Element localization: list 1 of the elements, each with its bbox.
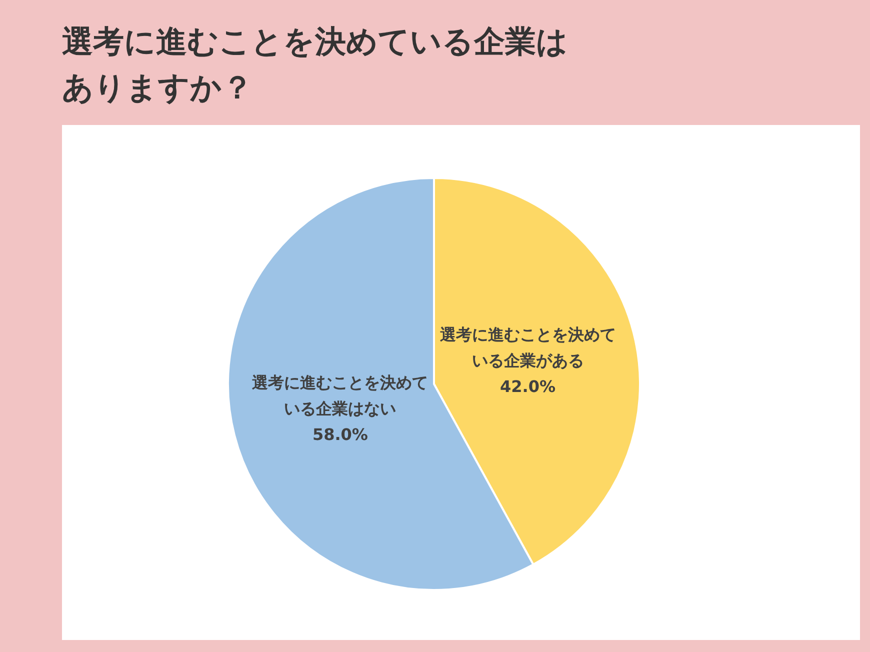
title: 選考に進むことを決めている企業はありますか？	[62, 24, 568, 106]
